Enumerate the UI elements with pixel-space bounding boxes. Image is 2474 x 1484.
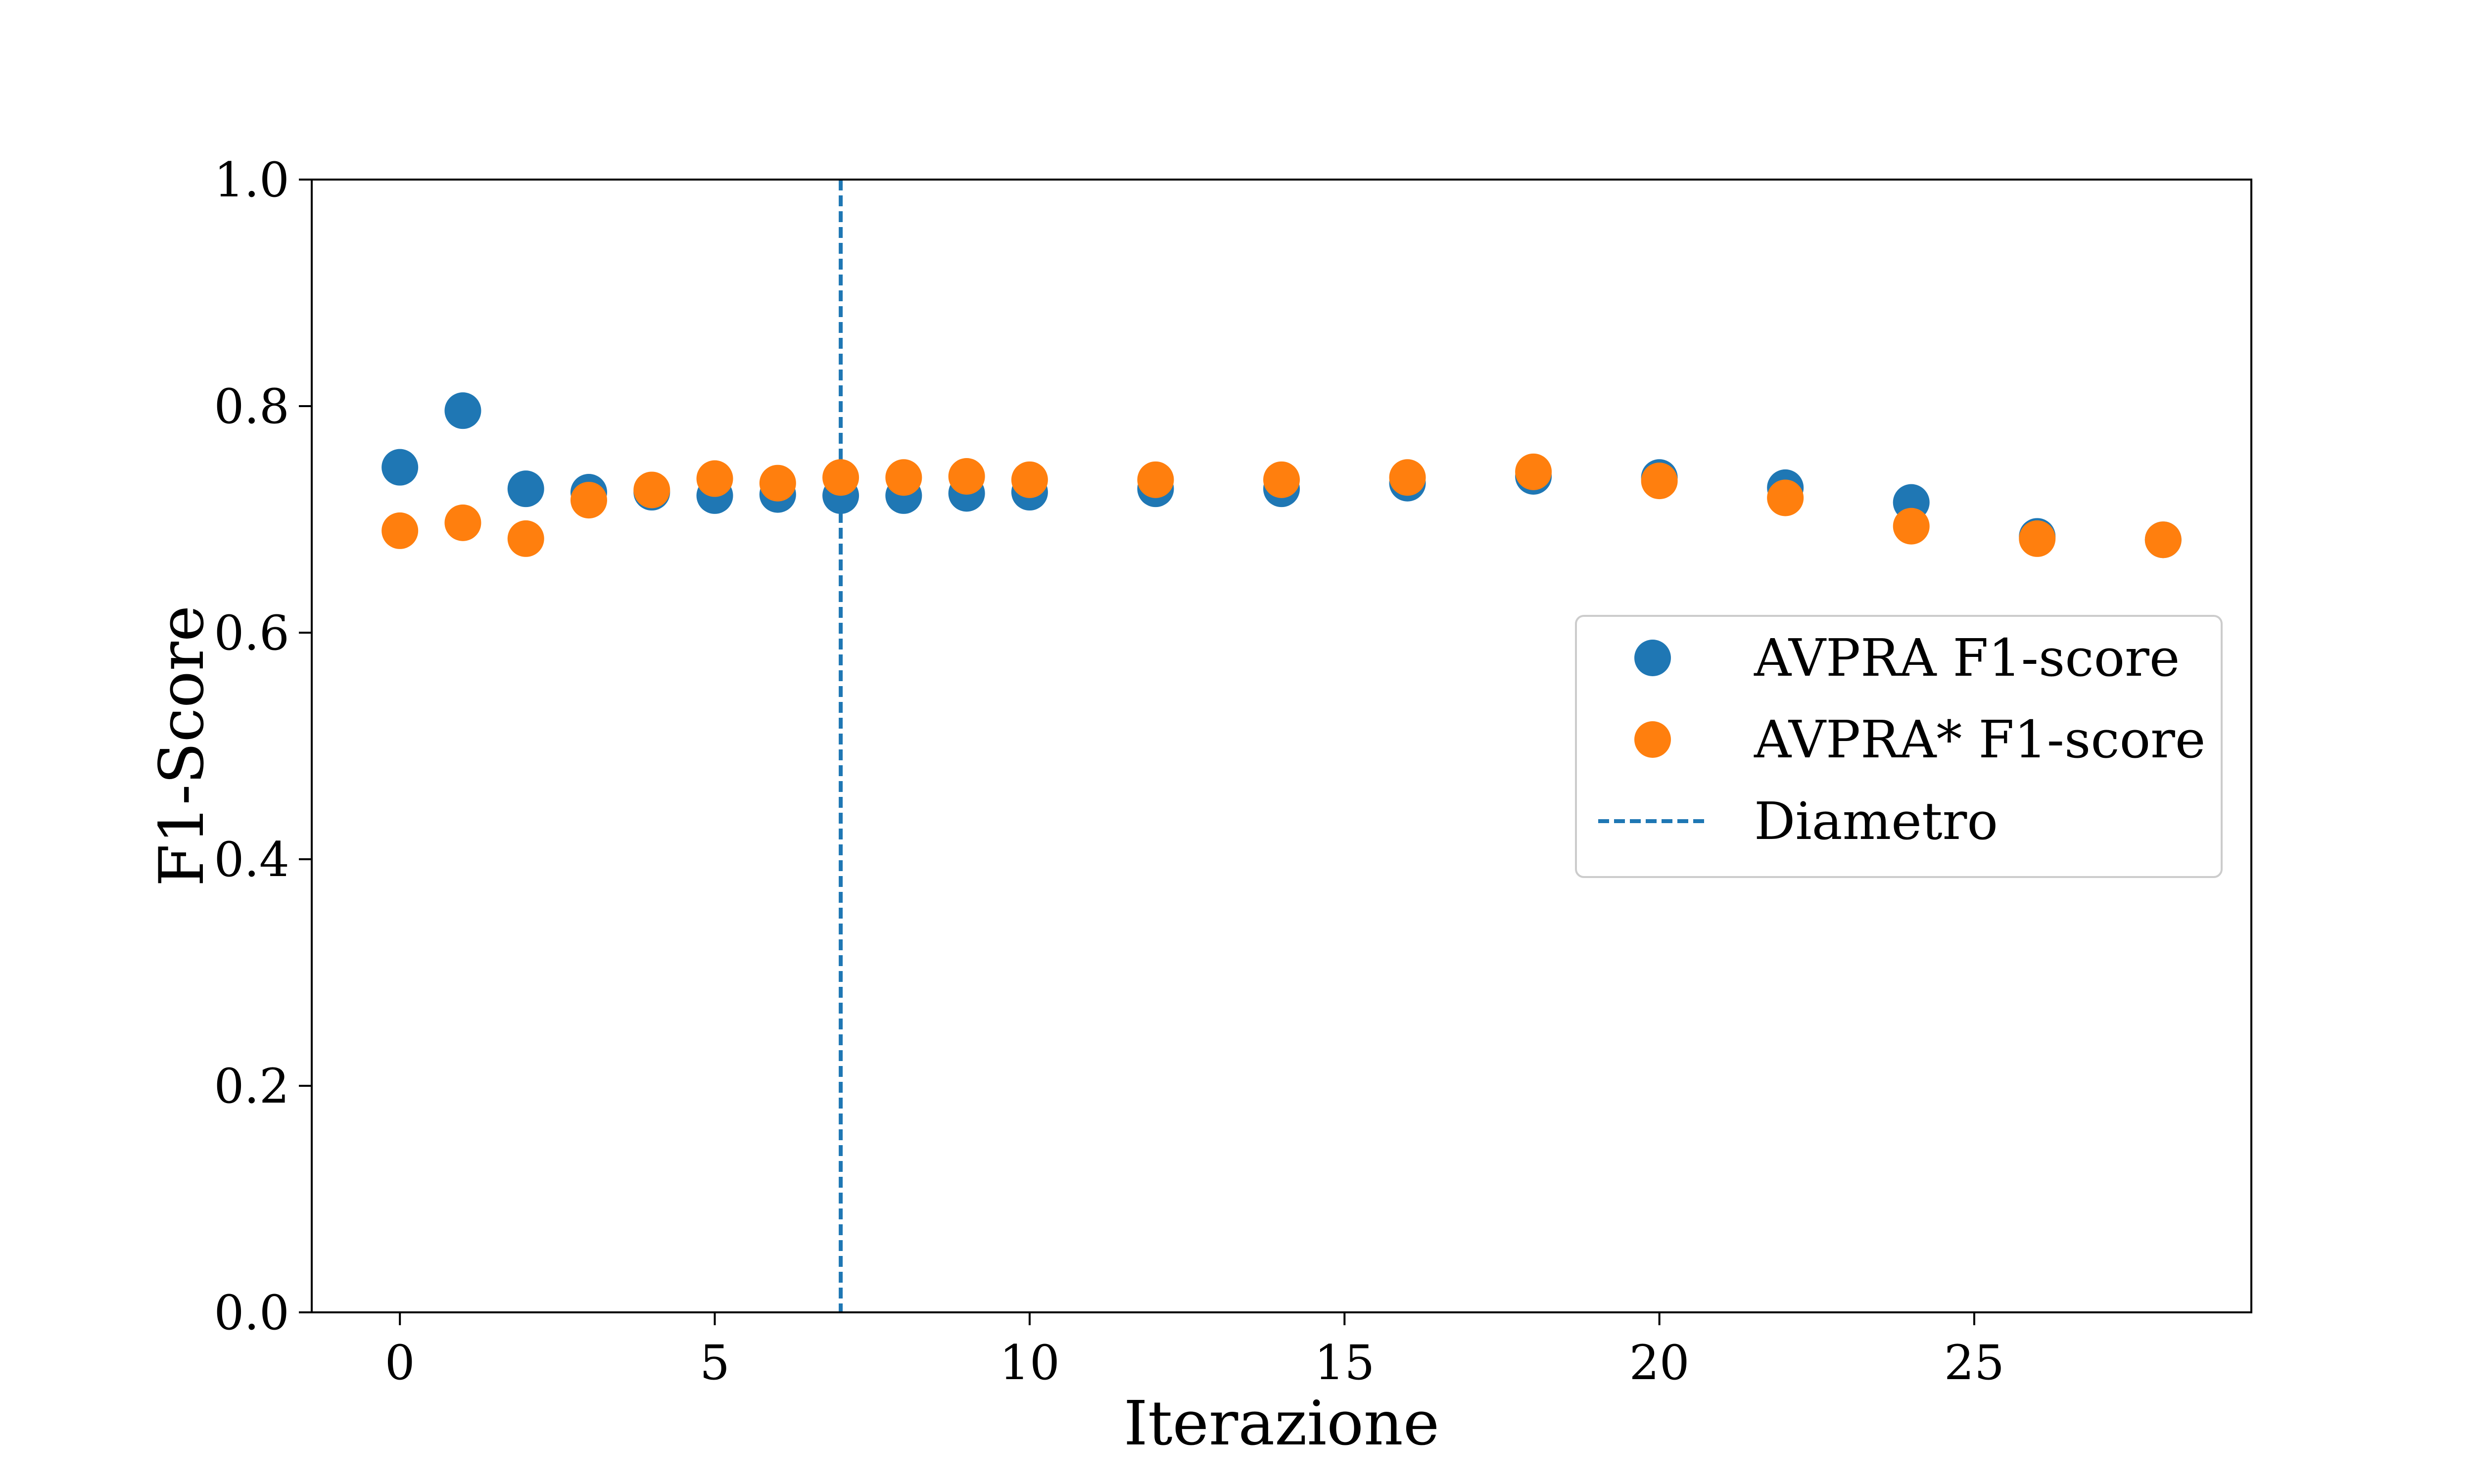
legend-label-avpra-star: AVPRA* F1-score [1754,709,2205,770]
data-point-avpra-star [1389,459,1426,496]
y-tick-label: 0.8 [214,379,289,434]
legend: AVPRA F1-score AVPRA* F1-score Diametro [1575,615,2223,878]
x-tick-label: 0 [385,1335,415,1391]
y-tick-label: 0.2 [214,1059,289,1114]
x-tick-label: 5 [700,1335,730,1391]
plot-area-frame [311,179,2252,1313]
data-point-avpra-star [1011,461,1048,498]
legend-marker-avpra-star [1634,721,1671,758]
data-point-avpra-star [571,482,607,519]
data-point-avpra-star [2019,520,2056,557]
x-axis-ticks: 0 5 10 15 20 25 [385,1312,2004,1391]
points-layer [381,392,2182,558]
x-tick-label: 10 [999,1335,1060,1391]
x-axis-label: Iterazione [1124,1388,1439,1459]
data-point-avpra-star [1263,461,1300,498]
data-point-avpra-star [822,459,859,496]
y-tick-label: 0.4 [214,832,289,887]
data-point-avpra-star [885,459,922,496]
data-point-avpra [381,449,419,486]
data-point-avpra-star [696,460,733,497]
legend-marker-avpra [1634,640,1671,676]
legend-box [1575,615,2223,878]
data-point-avpra-star [1893,508,1930,545]
data-point-avpra-star [1767,479,1804,516]
data-point-avpra-star [1641,463,1678,500]
legend-label-avpra: AVPRA F1-score [1754,628,2180,688]
y-tick-label: 1.0 [214,152,289,208]
data-point-avpra [507,470,544,508]
data-point-avpra-star [381,512,419,549]
data-point-avpra-star [1137,461,1174,498]
x-tick-label: 15 [1314,1335,1375,1391]
x-tick-label: 20 [1629,1335,1690,1391]
x-tick-label: 25 [1944,1335,2004,1391]
data-point-avpra-star [948,458,985,495]
data-point-avpra-star [2144,521,2182,558]
data-point-avpra [444,392,481,429]
data-point-avpra-star [444,504,481,541]
data-point-avpra-star [633,471,670,509]
y-tick-label: 0.0 [214,1285,289,1341]
y-tick-label: 0.6 [214,605,289,661]
data-point-avpra-star [759,464,796,502]
y-axis-label: F1-Score [146,605,218,887]
data-point-avpra-star [1515,453,1552,490]
data-point-avpra-star [507,520,544,557]
y-axis-ticks: 0.0 0.2 0.4 0.6 0.8 1.0 [214,152,312,1341]
legend-label-diametro: Diametro [1754,791,1998,851]
